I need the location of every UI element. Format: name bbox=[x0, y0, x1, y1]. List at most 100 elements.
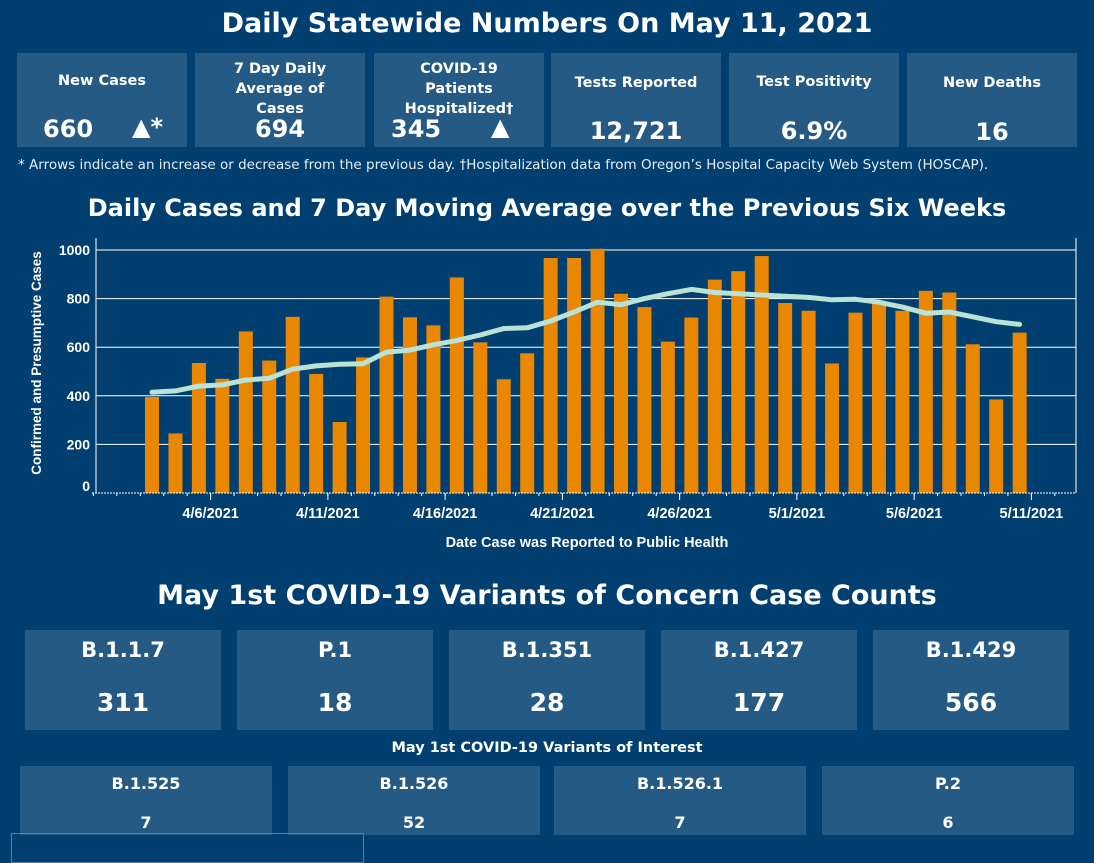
bar-4/28[interactable] bbox=[731, 271, 746, 493]
variant-interest-card[interactable]: B.1.526 52 bbox=[288, 766, 540, 835]
variant-count: 7 bbox=[674, 813, 686, 832]
x-tick-label: 4/16/2021 bbox=[413, 506, 478, 522]
variant-concern-card[interactable]: B.1.1.7 311 bbox=[25, 630, 221, 730]
stat-value: 694 bbox=[254, 115, 306, 143]
variant-concern-card[interactable]: P.1 18 bbox=[237, 630, 433, 730]
bar-5/5[interactable] bbox=[895, 310, 910, 493]
variant-name: B.1.429 bbox=[925, 638, 1017, 662]
variant-interest-card[interactable]: B.1.525 7 bbox=[20, 766, 272, 835]
x-tick-label: 4/26/2021 bbox=[647, 506, 712, 522]
variant-name: B.1.351 bbox=[501, 638, 593, 662]
bar-5/7[interactable] bbox=[942, 292, 957, 493]
bar-4/20[interactable] bbox=[543, 258, 558, 493]
axes: 0 200 400 600 800 1000 4/6/2021 4/11/2021 4/16/2… bbox=[59, 238, 1077, 522]
variants-interest-title: May 1st COVID-19 Variants of Interest bbox=[391, 740, 703, 756]
variant-count: 18 bbox=[317, 688, 353, 717]
page-title: Daily Statewide Numbers On May 11, 2021 bbox=[221, 8, 873, 39]
stat-card-new-cases[interactable]: New Cases 660 ▲* bbox=[17, 53, 187, 147]
stat-card-hospitalized[interactable]: COVID-19 Patients Hospitalized† 345 ▲ bbox=[374, 53, 544, 147]
stat-card-7day-average[interactable]: 7 Day Daily Average of Cases 694 bbox=[195, 53, 365, 147]
bar-4/29[interactable] bbox=[754, 256, 769, 493]
bar-4/26[interactable] bbox=[684, 317, 699, 493]
variant-name: B.1.526.1 bbox=[636, 774, 724, 793]
bar-4/4[interactable] bbox=[168, 433, 183, 493]
variant-interest-card[interactable]: P.2 6 bbox=[822, 766, 1074, 835]
bar-4/23[interactable] bbox=[614, 293, 628, 493]
bar-4/8[interactable] bbox=[262, 360, 277, 493]
y-tick-label: 600 bbox=[67, 339, 91, 355]
variant-count: 7 bbox=[140, 813, 152, 832]
y-axis-label: Confirmed and Presumptive Cases bbox=[29, 251, 44, 475]
moving-average-line[interactable] bbox=[149, 286, 1023, 395]
bar-5/4[interactable] bbox=[871, 301, 886, 493]
bar-4/12[interactable] bbox=[356, 357, 371, 493]
bar-4/6[interactable] bbox=[215, 378, 230, 493]
stat-value: 6.9% bbox=[780, 117, 848, 145]
variants-concern-title: May 1st COVID-19 Variants of Concern Cas… bbox=[157, 580, 937, 611]
x-tick-label: 5/11/2021 bbox=[1000, 506, 1064, 522]
variant-concern-card[interactable]: B.1.427 177 bbox=[661, 630, 857, 730]
stat-value: 16 bbox=[975, 118, 1009, 146]
bar-5/8[interactable] bbox=[965, 344, 980, 493]
bar-4/18[interactable] bbox=[496, 379, 511, 493]
up-triangle-icon: ▲* bbox=[132, 113, 164, 141]
bar-4/11[interactable] bbox=[332, 422, 347, 493]
y-tick-label: 200 bbox=[67, 436, 91, 452]
bar-4/9[interactable] bbox=[285, 316, 300, 493]
bar-4/27[interactable] bbox=[707, 279, 722, 493]
stat-value: 345 bbox=[391, 115, 442, 143]
bar-4/21[interactable] bbox=[567, 258, 582, 493]
bar-5/3[interactable] bbox=[848, 312, 863, 493]
stat-card-test-positivity[interactable]: Test Positivity 6.9% bbox=[729, 53, 899, 147]
variant-name: P.2 bbox=[935, 774, 961, 793]
stat-value: 12,721 bbox=[589, 117, 683, 145]
bar-5/1[interactable] bbox=[801, 310, 816, 493]
stat-card-tests-reported[interactable]: Tests Reported 12,721 bbox=[551, 53, 721, 147]
bar-4/7[interactable] bbox=[238, 331, 253, 493]
variant-name: B.1.1.7 bbox=[81, 638, 165, 662]
variant-count: 28 bbox=[529, 688, 565, 717]
up-triangle-icon: ▲ bbox=[491, 113, 510, 141]
stat-card-new-deaths[interactable]: New Deaths 16 bbox=[907, 53, 1077, 147]
bar-5/10[interactable] bbox=[1012, 332, 1027, 493]
bar-4/30[interactable] bbox=[778, 302, 793, 493]
bar-4/5[interactable] bbox=[191, 362, 206, 493]
cases-chart[interactable]: 0 200 400 600 800 1000 4/6/2021 4/11/2021 4/16/2… bbox=[0, 230, 1094, 560]
x-tick-label: 4/6/2021 bbox=[182, 506, 238, 522]
variant-name: P.1 bbox=[317, 638, 353, 662]
chart-title: Daily Cases and 7 Day Moving Average ove… bbox=[87, 194, 1007, 222]
bar-4/13[interactable] bbox=[379, 296, 394, 493]
y-tick-label: 0 bbox=[82, 478, 90, 494]
variant-count: 177 bbox=[732, 688, 786, 717]
bar-5/6[interactable] bbox=[918, 290, 933, 493]
y-tick-label: 400 bbox=[67, 388, 91, 404]
gridlines bbox=[96, 249, 1076, 445]
stat-label: New Deaths bbox=[943, 75, 1041, 91]
x-axis-label: Date Case was Reported to Public Health bbox=[446, 535, 729, 551]
bar-5/9[interactable] bbox=[989, 399, 1004, 493]
stat-label: Test Positivity bbox=[756, 74, 872, 90]
bar-4/24[interactable] bbox=[637, 307, 652, 493]
variant-name: B.1.427 bbox=[713, 638, 805, 662]
variant-concern-card[interactable]: B.1.429 566 bbox=[873, 630, 1069, 730]
bar-4/3[interactable] bbox=[145, 397, 159, 493]
bar-4/10[interactable] bbox=[309, 373, 324, 493]
bar-4/14[interactable] bbox=[402, 317, 417, 493]
x-tick-label: 4/21/2021 bbox=[530, 506, 595, 522]
bar-4/16[interactable] bbox=[449, 277, 464, 493]
bar-4/22[interactable] bbox=[590, 248, 605, 493]
y-tick-label: 1000 bbox=[59, 242, 90, 258]
bar-4/25[interactable] bbox=[660, 341, 675, 493]
bars bbox=[145, 248, 1027, 493]
variant-count: 566 bbox=[944, 688, 998, 717]
bar-5/2[interactable] bbox=[825, 363, 840, 493]
bar-4/15[interactable] bbox=[426, 325, 441, 493]
bar-4/19[interactable] bbox=[520, 353, 535, 493]
variant-interest-card[interactable]: B.1.526.1 7 bbox=[554, 766, 806, 835]
bar-4/17[interactable] bbox=[473, 342, 488, 493]
stat-value: 660 bbox=[43, 115, 94, 143]
variant-name: B.1.526 bbox=[379, 774, 449, 793]
variant-name: B.1.525 bbox=[111, 774, 181, 793]
variant-concern-card[interactable]: B.1.351 28 bbox=[449, 630, 645, 730]
x-tick-label: 5/1/2021 bbox=[769, 506, 825, 522]
